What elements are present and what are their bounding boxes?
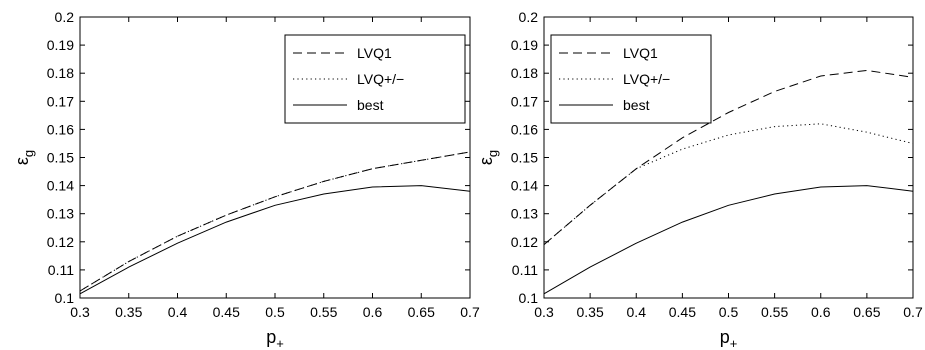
x-tick-label: 0.5 [265,304,285,320]
x-axis-label-main: p [720,327,730,347]
y-tick-label: 0.12 [47,234,74,250]
series-line-best [543,185,914,295]
y-axis-label: εg [476,150,500,165]
x-tick-label: 0.55 [761,304,788,320]
y-tick-label: 0.12 [511,234,538,250]
x-tick-label: 0.35 [115,304,142,320]
y-tick-label: 0.14 [511,178,538,194]
x-axis-label-main: p [266,327,276,347]
y-axis-label: εg [12,150,36,165]
y-axis-label-main: ε [476,157,496,165]
legend-label: LVQ1 [357,45,392,61]
legend: LVQ1 LVQ+/− best [550,34,712,124]
y-tick-label: 0.2 [519,9,539,25]
legend-label: LVQ+/− [623,71,670,87]
y-tick-label: 0.17 [511,93,538,109]
x-axis-label-sub: + [276,336,284,350]
x-tick-label: 0.4 [627,304,647,320]
legend-label: best [623,97,650,113]
y-tick-label: 0.13 [511,206,538,222]
y-tick-label: 0.19 [47,37,74,53]
x-tick-label: 0.35 [577,304,604,320]
legend-label: best [357,97,384,113]
x-tick-label: 0.3 [70,304,90,320]
x-tick-label: 0.7 [460,304,480,320]
x-tick-label: 0.45 [669,304,696,320]
y-tick-label: 0.11 [512,262,538,278]
x-tick-label: 0.65 [853,304,880,320]
y-tick-label: 0.1 [519,290,539,306]
x-axis-label: p+ [720,327,738,350]
x-axis-label-sub: + [730,336,738,350]
series-line-lvq1 [543,69,914,245]
y-tick-label: 0.14 [47,178,74,194]
legend: LVQ1 LVQ+/− best [284,34,466,124]
legend-label: LVQ1 [623,45,658,61]
x-tick-label: 0.3 [534,304,554,320]
series-line-lvq- [79,151,471,292]
y-axis-label-sub: g [21,150,36,157]
y-tick-label: 0.15 [511,150,538,166]
x-tick-label: 0.45 [213,304,240,320]
y-axis-label-main: ε [12,157,32,165]
x-tick-label: 0.6 [811,304,831,320]
y-tick-label: 0.16 [47,121,74,137]
y-tick-label: 0.13 [47,206,74,222]
series-line-best [79,185,471,295]
y-tick-label: 0.2 [55,9,75,25]
y-tick-label: 0.18 [511,65,538,81]
x-tick-label: 0.7 [903,304,923,320]
chart-panel-2: 0.3 0.35 0.4 0.45 0.5 0.55 0.6 0.65 0.7 0.1 0.11 0.… [476,9,923,350]
legend-label: LVQ+/− [357,71,404,87]
x-axis-label: p+ [266,327,284,350]
y-tick-label: 0.1 [55,290,75,306]
x-tick-label: 0.6 [363,304,383,320]
y-tick-label: 0.17 [47,93,74,109]
series-line-lvq- [543,123,914,245]
y-tick-label: 0.11 [48,262,74,278]
x-tick-label: 0.65 [408,304,435,320]
y-axis-label-sub: g [485,150,500,157]
y-tick-label: 0.16 [511,121,538,137]
y-tick-label: 0.15 [47,150,74,166]
y-tick-label: 0.18 [47,65,74,81]
y-tick-label: 0.19 [511,37,538,53]
x-tick-label: 0.55 [310,304,337,320]
x-tick-label: 0.5 [719,304,739,320]
chart-panel-1: 0.3 0.35 0.4 0.45 0.5 0.55 0.6 0.65 0.7 0.1 0.11 0.… [12,9,480,350]
x-tick-label: 0.4 [168,304,188,320]
